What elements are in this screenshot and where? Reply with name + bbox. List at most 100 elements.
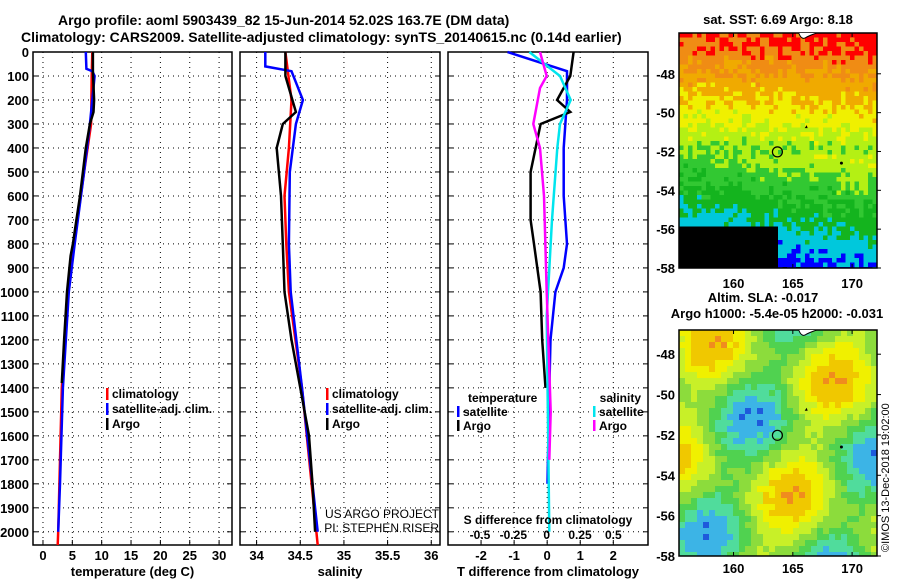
map-cell [733,372,739,378]
map-cell [746,159,751,164]
map-cell [688,33,693,38]
map-cell [829,486,835,492]
map-cell [793,414,799,420]
map-cell [791,258,796,263]
map-cell [691,402,697,408]
map-cell [859,516,865,522]
map-cell [805,378,811,384]
map-cell [728,150,733,155]
map-cell [787,336,793,342]
map-cell [701,177,706,182]
map-cell [823,492,829,498]
map-cell [865,336,871,342]
map-cell [791,150,796,155]
map-cell [703,480,709,486]
map-cell [850,136,855,141]
map-cell [757,438,763,444]
map-cell [751,262,756,267]
map-cell [728,240,733,245]
map-cell [691,432,697,438]
map-cell [823,231,828,236]
map-cell [832,100,837,105]
map-cell [679,534,685,540]
map-cell [814,159,819,164]
map-cell [863,217,868,222]
map-cell [841,69,846,74]
map-cell [829,504,835,510]
map-cell [751,450,757,456]
map-cell [850,258,855,263]
map-cell [787,235,792,240]
map-lat-tick-label: -58 [656,549,675,564]
map-cell [859,408,865,414]
map-cell [775,456,781,462]
map-cell [796,82,801,87]
map-cell [827,118,832,123]
map-cell [760,73,765,78]
map-cell [703,342,709,348]
map-cell [823,217,828,222]
map-cell [745,468,751,474]
map-cell [709,444,715,450]
map-cell [823,186,828,191]
map-cell [745,348,751,354]
map-cell [781,438,787,444]
map-cell [791,195,796,200]
map-cell [769,82,774,87]
map-cell [809,181,814,186]
map-cell [811,354,817,360]
map-cell [805,208,810,213]
map-cell [793,444,799,450]
map-cell [871,420,877,426]
map-cell [835,438,841,444]
map-cell [679,444,685,450]
map-cell [809,235,814,240]
map-cell [823,222,828,227]
map-cell [733,396,739,402]
map-cell [719,141,724,146]
map-cell [755,69,760,74]
map-cell [751,132,756,137]
map-cell [863,231,868,236]
map-cell [701,127,706,132]
map-cell [733,486,739,492]
map-cell [724,51,729,56]
map-cell [727,498,733,504]
depth-tick-label: 100 [7,69,29,84]
map-cell [814,132,819,137]
map-cell [728,168,733,173]
map-cell [775,342,781,348]
map-cell [827,231,832,236]
map-cell [847,438,853,444]
map-cell [742,172,747,177]
map-cell [836,42,841,47]
map-cell [814,168,819,173]
map-cell [778,82,783,87]
map-cell [769,222,774,227]
map-cell [805,372,811,378]
map-cell [791,114,796,119]
map-cell [683,145,688,150]
map-cell [719,217,724,222]
map-cell [841,258,846,263]
map-cell [692,55,697,60]
map-cell [835,354,841,360]
map-cell [760,181,765,186]
map-cell [836,222,841,227]
map-cell [829,420,835,426]
map-cell [697,78,702,83]
map-cell [778,60,783,65]
map-cell [868,204,873,209]
map-cell [853,354,859,360]
map-cell [679,132,684,137]
map-cell [841,378,847,384]
map-cell [800,96,805,101]
map-cell [811,492,817,498]
legend-label: climatology [112,387,179,401]
map-cell [706,235,711,240]
map-cell [697,222,702,227]
map-cell [818,132,823,137]
map-cell [769,154,774,159]
map-cell [733,186,738,191]
